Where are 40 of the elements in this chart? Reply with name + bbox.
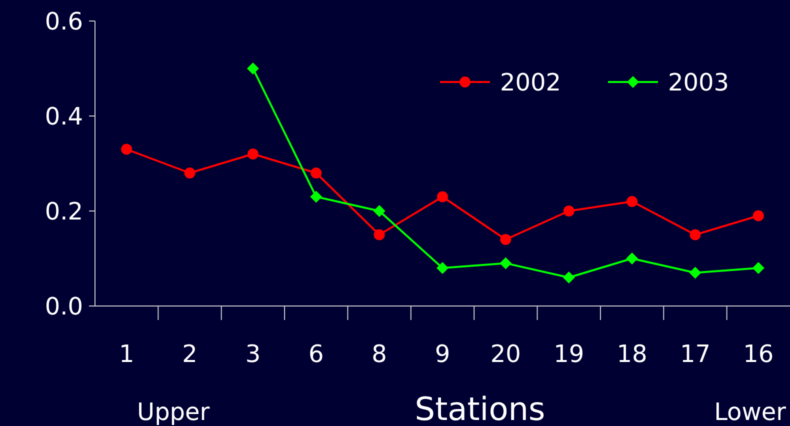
point bbox=[500, 257, 512, 270]
x-axis-title: Stations bbox=[414, 390, 546, 426]
point bbox=[626, 196, 638, 207]
point bbox=[247, 148, 258, 160]
point bbox=[626, 252, 638, 264]
y-tick-label: 0.6 bbox=[44, 7, 83, 36]
point bbox=[500, 234, 512, 245]
text: Upper bbox=[137, 398, 210, 426]
x-tick-label: 9 bbox=[434, 340, 450, 368]
point bbox=[184, 168, 196, 178]
point bbox=[437, 191, 448, 202]
x-tick-label: 18 bbox=[616, 340, 648, 368]
point bbox=[689, 266, 702, 279]
y-tick-label: 0.4 bbox=[44, 102, 83, 130]
x-tick-label: 20 bbox=[490, 340, 521, 368]
point bbox=[563, 206, 574, 216]
x-tick-label: 8 bbox=[372, 340, 387, 368]
x-tick-label: 17 bbox=[680, 340, 710, 368]
point bbox=[373, 205, 386, 217]
point bbox=[562, 272, 575, 284]
x-tick-label: 1 bbox=[118, 340, 134, 368]
legend-label: 2002 bbox=[500, 68, 562, 96]
x-tick-label: 2 bbox=[182, 340, 198, 368]
point bbox=[690, 229, 701, 240]
point bbox=[752, 262, 764, 274]
point bbox=[310, 190, 322, 203]
point bbox=[752, 210, 764, 222]
point bbox=[246, 62, 259, 74]
x-tick-label: 3 bbox=[245, 340, 261, 368]
y-tick-label: 0.2 bbox=[44, 197, 83, 226]
point bbox=[436, 262, 448, 274]
x-tick-label: 6 bbox=[308, 340, 324, 368]
legend-label: 2003 bbox=[668, 68, 730, 96]
point bbox=[121, 144, 132, 155]
x-tick-label: 19 bbox=[554, 340, 584, 368]
text: Lower bbox=[714, 398, 786, 426]
y-tick-label: 0.0 bbox=[44, 292, 83, 320]
point bbox=[310, 168, 322, 178]
x-tick-label: 16 bbox=[743, 340, 774, 368]
point bbox=[374, 229, 385, 240]
